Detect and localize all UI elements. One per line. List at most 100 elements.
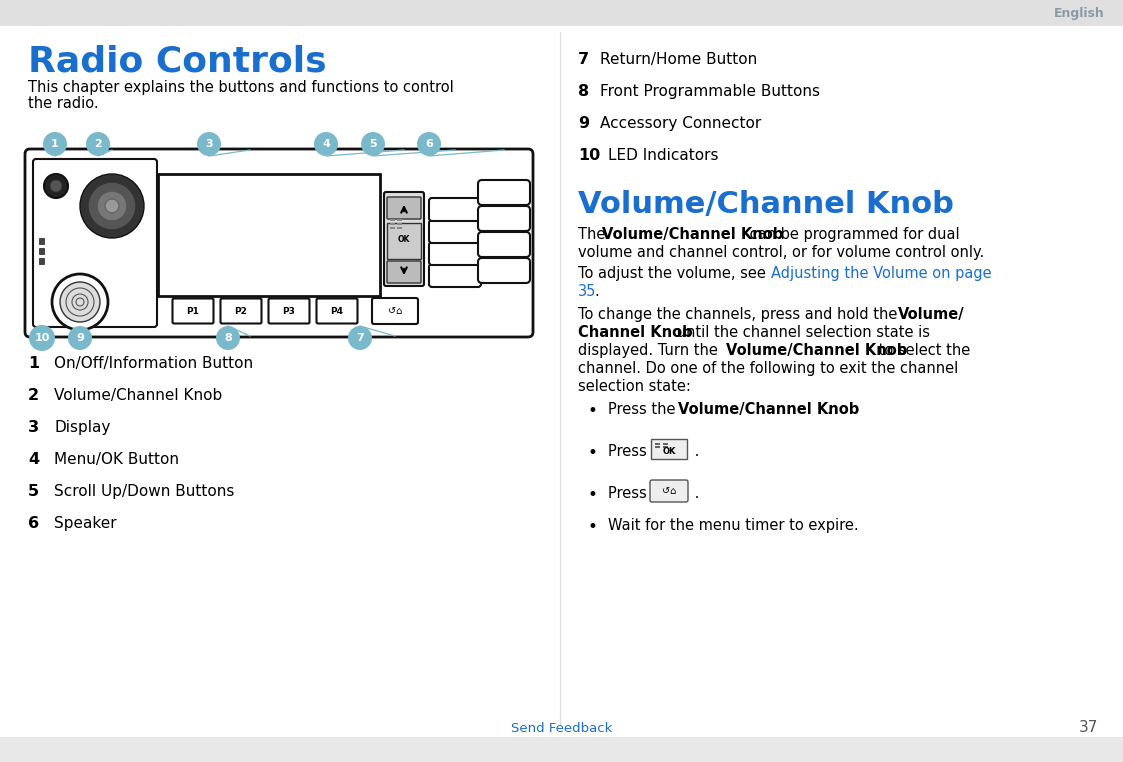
Text: P3: P3 (283, 306, 295, 315)
Text: Volume/Channel Knob: Volume/Channel Knob (678, 402, 859, 417)
Text: Menu/OK Button: Menu/OK Button (54, 452, 179, 467)
FancyBboxPatch shape (429, 220, 481, 243)
FancyBboxPatch shape (478, 180, 530, 205)
Text: the radio.: the radio. (28, 96, 99, 111)
Text: Scroll Up/Down Buttons: Scroll Up/Down Buttons (54, 484, 235, 499)
Text: 2: 2 (94, 139, 102, 149)
Text: Send Feedback: Send Feedback (511, 722, 613, 735)
Text: Front Programmable Buttons: Front Programmable Buttons (600, 84, 820, 99)
FancyBboxPatch shape (39, 258, 44, 264)
Text: to select the: to select the (874, 343, 970, 358)
FancyBboxPatch shape (317, 299, 357, 324)
Text: 5: 5 (28, 484, 39, 499)
Text: •: • (588, 486, 597, 504)
Circle shape (29, 325, 55, 351)
Text: Volume/: Volume/ (898, 307, 965, 322)
Text: Adjusting the Volume on page: Adjusting the Volume on page (772, 266, 992, 281)
Text: 1: 1 (52, 139, 58, 149)
Text: displayed. Turn the: displayed. Turn the (578, 343, 722, 358)
Circle shape (417, 132, 441, 156)
Circle shape (88, 182, 136, 230)
Text: 6: 6 (426, 139, 433, 149)
Circle shape (80, 174, 144, 238)
Circle shape (360, 132, 385, 156)
FancyBboxPatch shape (663, 446, 668, 448)
Text: The: The (578, 227, 610, 242)
Circle shape (43, 132, 67, 156)
Circle shape (60, 282, 100, 322)
Text: •: • (588, 518, 597, 536)
Text: 4: 4 (322, 139, 330, 149)
Circle shape (69, 326, 92, 350)
Circle shape (104, 199, 119, 213)
FancyBboxPatch shape (25, 149, 533, 337)
Circle shape (44, 174, 69, 198)
Text: .: . (690, 444, 700, 459)
Text: 8: 8 (578, 84, 590, 99)
FancyBboxPatch shape (398, 219, 402, 221)
FancyBboxPatch shape (429, 198, 481, 221)
Text: Channel Knob: Channel Knob (578, 325, 693, 340)
Text: To change the channels, press and hold the: To change the channels, press and hold t… (578, 307, 902, 322)
Text: 10: 10 (35, 333, 49, 343)
Text: 3: 3 (206, 139, 213, 149)
Text: 9: 9 (76, 333, 84, 343)
Circle shape (51, 180, 62, 192)
FancyBboxPatch shape (478, 206, 530, 231)
FancyBboxPatch shape (398, 226, 402, 229)
Text: ↺⌂: ↺⌂ (661, 486, 676, 496)
Text: 9: 9 (578, 116, 590, 131)
Text: 5: 5 (369, 139, 377, 149)
Text: Volume/Channel Knob: Volume/Channel Knob (578, 190, 953, 219)
Text: Wait for the menu timer to expire.: Wait for the menu timer to expire. (608, 518, 859, 533)
FancyBboxPatch shape (384, 192, 424, 286)
FancyBboxPatch shape (387, 223, 421, 259)
FancyBboxPatch shape (650, 480, 688, 502)
Text: ↺⌂: ↺⌂ (387, 306, 402, 316)
FancyBboxPatch shape (39, 238, 44, 244)
Text: Volume/Channel Knob: Volume/Channel Knob (54, 388, 222, 403)
Text: 35: 35 (578, 284, 596, 299)
Text: 1: 1 (28, 356, 39, 371)
FancyBboxPatch shape (0, 26, 1123, 737)
Text: Accessory Connector: Accessory Connector (600, 116, 761, 131)
Text: 10: 10 (578, 148, 601, 163)
Text: P2: P2 (235, 306, 247, 315)
Text: 4: 4 (28, 452, 39, 467)
FancyBboxPatch shape (478, 232, 530, 257)
Text: On/Off/Information Button: On/Off/Information Button (54, 356, 253, 371)
Text: .: . (690, 486, 700, 501)
Circle shape (216, 326, 240, 350)
Text: P4: P4 (330, 306, 344, 315)
Text: Press the: Press the (608, 402, 681, 417)
Text: •: • (588, 444, 597, 462)
Text: channel. Do one of the following to exit the channel: channel. Do one of the following to exit… (578, 361, 958, 376)
FancyBboxPatch shape (398, 223, 402, 225)
Text: P1: P1 (186, 306, 200, 315)
FancyBboxPatch shape (39, 248, 44, 254)
FancyBboxPatch shape (663, 443, 668, 445)
FancyBboxPatch shape (429, 242, 481, 265)
Text: English: English (1054, 7, 1105, 20)
FancyBboxPatch shape (173, 299, 213, 324)
Text: OK: OK (663, 447, 676, 456)
FancyBboxPatch shape (387, 197, 421, 219)
Text: To adjust the volume, see: To adjust the volume, see (578, 266, 770, 281)
FancyBboxPatch shape (390, 226, 395, 229)
Text: until the channel selection state is: until the channel selection state is (672, 325, 930, 340)
Text: 8: 8 (225, 333, 231, 343)
Text: 6: 6 (28, 516, 39, 531)
FancyBboxPatch shape (0, 0, 1123, 26)
Text: LED Indicators: LED Indicators (608, 148, 719, 163)
Text: .: . (827, 402, 831, 417)
Text: selection state:: selection state: (578, 379, 691, 394)
Text: Display: Display (54, 420, 110, 435)
FancyBboxPatch shape (390, 223, 395, 225)
Text: •: • (588, 402, 597, 420)
FancyBboxPatch shape (478, 258, 530, 283)
FancyBboxPatch shape (655, 443, 660, 445)
Text: 3: 3 (28, 420, 39, 435)
FancyBboxPatch shape (429, 264, 481, 287)
Text: Speaker: Speaker (54, 516, 117, 531)
Circle shape (197, 132, 221, 156)
